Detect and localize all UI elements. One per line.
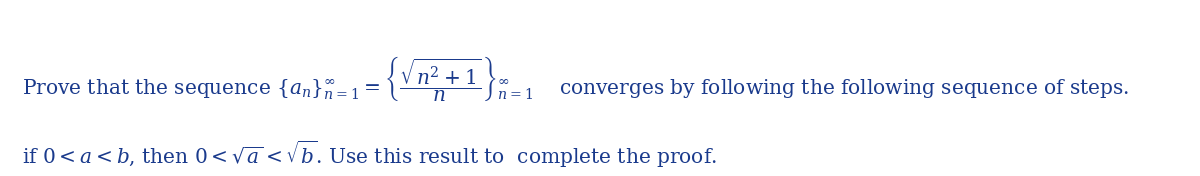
Text: Prove that the sequence $\{a_n\}_{n=1}^{\infty} = \left\{ \dfrac{\sqrt{n^2+1}}{n: Prove that the sequence $\{a_n\}_{n=1}^{… bbox=[22, 54, 1129, 104]
Text: if $0 < a < b$, then $0 < \sqrt{a} < \sqrt{b}$. Use this result to  complete the: if $0 < a < b$, then $0 < \sqrt{a} < \sq… bbox=[22, 139, 716, 171]
